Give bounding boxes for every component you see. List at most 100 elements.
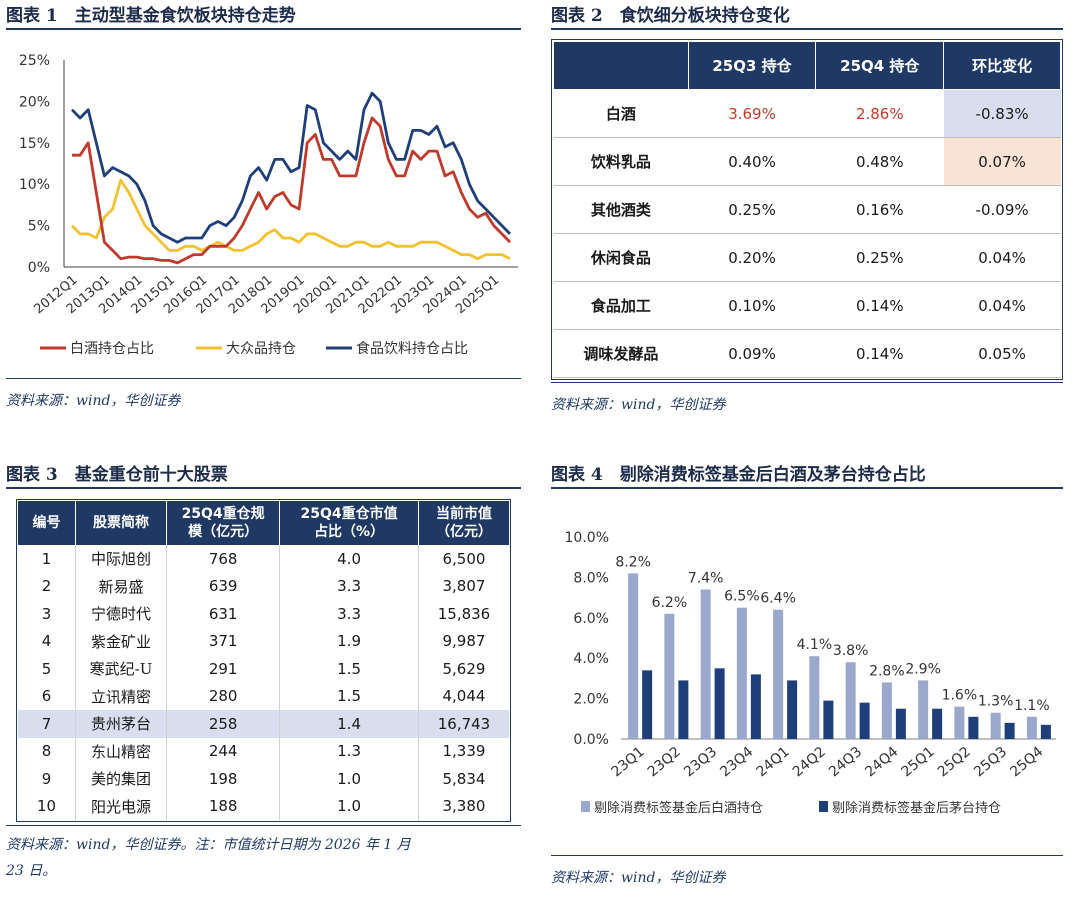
figure-3-source-line1: 资料来源：wind，华创证券。注：市值统计日期为 2026 年 1 月 <box>6 837 411 853</box>
cell-ratio: 4.0 <box>279 545 419 573</box>
cell-25q4: 0.48% <box>815 137 944 186</box>
cell-no: 1 <box>18 545 76 573</box>
bar-moutai <box>1004 722 1015 739</box>
header-mv-line2: （亿元） <box>435 524 492 540</box>
cell-market-value: 1,339 <box>442 742 486 761</box>
row-label: 调味发酵品 <box>553 329 689 378</box>
bar-moutai <box>678 680 689 739</box>
cell-scale: 768 <box>166 545 281 573</box>
x-tick-label: 24Q3 <box>826 744 865 781</box>
cell-change: 0.04% <box>943 281 1061 330</box>
y-tick-label: 10.0% <box>565 530 609 546</box>
header-cell-market-value: 当前市值 （亿元） <box>418 501 509 545</box>
legend-swatch <box>819 801 828 812</box>
figure-4-title: 图表 4 剔除消费标签基金后白酒及茅台持仓占比 <box>551 463 1063 489</box>
legend-label: 剔除消费标签基金后白酒持仓 <box>594 800 763 816</box>
y-tick-label: 2.0% <box>573 692 609 708</box>
bar-liquor <box>664 613 675 739</box>
y-tick-label: 25% <box>19 53 50 69</box>
cell-no: 5 <box>18 655 76 683</box>
cell-scale: 188 <box>166 792 281 820</box>
table-row: 白酒 3.69% 2.86% -0.83% <box>553 89 1061 138</box>
bar-moutai <box>787 680 798 739</box>
bar-liquor <box>918 680 929 739</box>
series-line-1 <box>70 178 511 261</box>
data-label: 3.8% <box>833 643 869 659</box>
bar-moutai <box>823 700 834 739</box>
figure-2-table-frame: 25Q3 持仓 25Q4 持仓 环比变化 白酒 3.69% 2.86% -0.83% 饮… <box>551 39 1063 380</box>
y-tick-label: 6.0% <box>573 611 609 627</box>
figure-2-source: 资料来源：wind，华创证券 <box>551 382 1063 418</box>
cell-market-value: 3,380 <box>442 797 486 816</box>
row-label: 休闲食品 <box>553 233 689 282</box>
figure-3-source-line2: 23 日。 <box>6 863 57 879</box>
cell-market-value: 5,834 <box>442 769 486 788</box>
x-tick-label: 25Q4 <box>1007 744 1046 781</box>
cell-no: 4 <box>18 627 76 655</box>
x-tick-label: 24Q1 <box>753 744 792 781</box>
figure-1-line-chart: 0%5%10%15%20%25%2012Q12013Q12014Q12015Q1… <box>19 53 518 357</box>
figure-4-panel: 图表 4 剔除消费标签基金后白酒及茅台持仓占比 0.0% 2.0% 4.0% 6.0%… <box>551 463 1063 891</box>
row-label: 食品加工 <box>553 281 689 330</box>
cell-25q4: 0.14% <box>815 281 944 330</box>
bar-liquor <box>990 712 1001 739</box>
cell-25q3: 0.10% <box>688 281 816 330</box>
cell-change: 0.07% <box>943 137 1061 186</box>
cell-no: 7 <box>18 710 76 738</box>
y-tick-label: 15% <box>19 136 50 152</box>
table-row: 1 中际旭创 768 4.0 6,500 <box>18 545 509 573</box>
figure-2-title: 图表 2 食饮细分板块持仓变化 <box>551 4 1063 30</box>
data-label: 1.1% <box>1014 698 1050 714</box>
cell-stock-name: 东山精密 <box>75 737 168 765</box>
bar-liquor <box>628 573 639 739</box>
cell-scale: 198 <box>166 765 281 793</box>
x-tick-label: 23Q2 <box>645 744 684 781</box>
figure-1-panel: 图表 1 主动型基金食饮板块持仓走势 0% 5% 10% 15% 20% 25% 2012Q… <box>6 4 521 414</box>
legend-label: 白酒持仓占比 <box>70 341 154 357</box>
legend-label: 食品饮料持仓占比 <box>356 340 468 357</box>
cell-scale: 631 <box>166 600 281 628</box>
x-tick-label: 25Q2 <box>935 744 974 781</box>
series-line-0 <box>72 116 512 265</box>
cell-no: 6 <box>18 682 76 710</box>
header-scale-line1: 25Q4重仓规 <box>181 506 265 522</box>
cell-change: 0.05% <box>943 329 1061 378</box>
data-label: 2.8% <box>869 663 905 679</box>
cell-stock-name: 立讯精密 <box>75 682 168 710</box>
header-cell-ratio: 25Q4重仓市值 占比（%） <box>279 501 419 545</box>
y-tick-label: 5% <box>28 219 50 235</box>
table-row: 4 紫金矿业 371 1.9 9,987 <box>18 627 509 655</box>
table-row: 饮料乳品 0.40% 0.48% 0.07% <box>553 137 1061 186</box>
cell-25q3: 0.09% <box>688 329 816 378</box>
cell-ratio: 1.9 <box>279 627 419 655</box>
bar-moutai <box>714 668 725 739</box>
figure-4-bar-chart: 0.0% 2.0% 4.0% 6.0% 8.0% 10.0% 8.2% 23Q1 6.2% 23Q… <box>565 530 1056 816</box>
cell-change: -0.83% <box>943 89 1061 138</box>
table-row: 3 宁德时代 631 3.3 15,836 <box>18 600 509 628</box>
cell-ratio: 1.4 <box>279 710 419 738</box>
figure-3-title: 图表 3 基金重仓前十大股票 <box>6 463 521 489</box>
cell-scale: 291 <box>166 655 281 683</box>
header-ratio-line2: 占比（%） <box>314 524 385 540</box>
cell-ratio: 1.5 <box>279 655 419 683</box>
figure-3-table-frame: 编号 股票简称 25Q4重仓规 模（亿元） 25Q4重仓市值 占比（%） 当前市值 （… <box>16 499 511 822</box>
cell-scale: 244 <box>166 737 281 765</box>
x-tick-label: 24Q2 <box>790 744 829 781</box>
data-label: 1.6% <box>942 688 978 704</box>
bar-liquor <box>845 662 856 739</box>
y-tick-label: 0.0% <box>573 732 609 748</box>
series-line-2 <box>70 91 512 244</box>
figure-3-source: 资料来源：wind，华创证券。注：市值统计日期为 2026 年 1 月 23 日… <box>6 825 521 884</box>
data-label: 6.2% <box>652 595 688 611</box>
header-cell-25q4: 25Q4 持仓 <box>815 41 945 90</box>
cell-scale: 371 <box>166 627 281 655</box>
cell-25q3: 0.25% <box>688 185 816 234</box>
cell-stock-name: 宁德时代 <box>75 600 168 628</box>
data-label: 1.3% <box>978 694 1014 710</box>
table-row: 食品加工 0.10% 0.14% 0.04% <box>553 281 1061 330</box>
header-cell-blank <box>553 41 689 90</box>
row-label: 白酒 <box>553 89 689 138</box>
bar-liquor <box>700 589 711 739</box>
cell-25q3: 3.69% <box>688 89 816 138</box>
x-tick-label: 25Q1 <box>898 744 937 781</box>
